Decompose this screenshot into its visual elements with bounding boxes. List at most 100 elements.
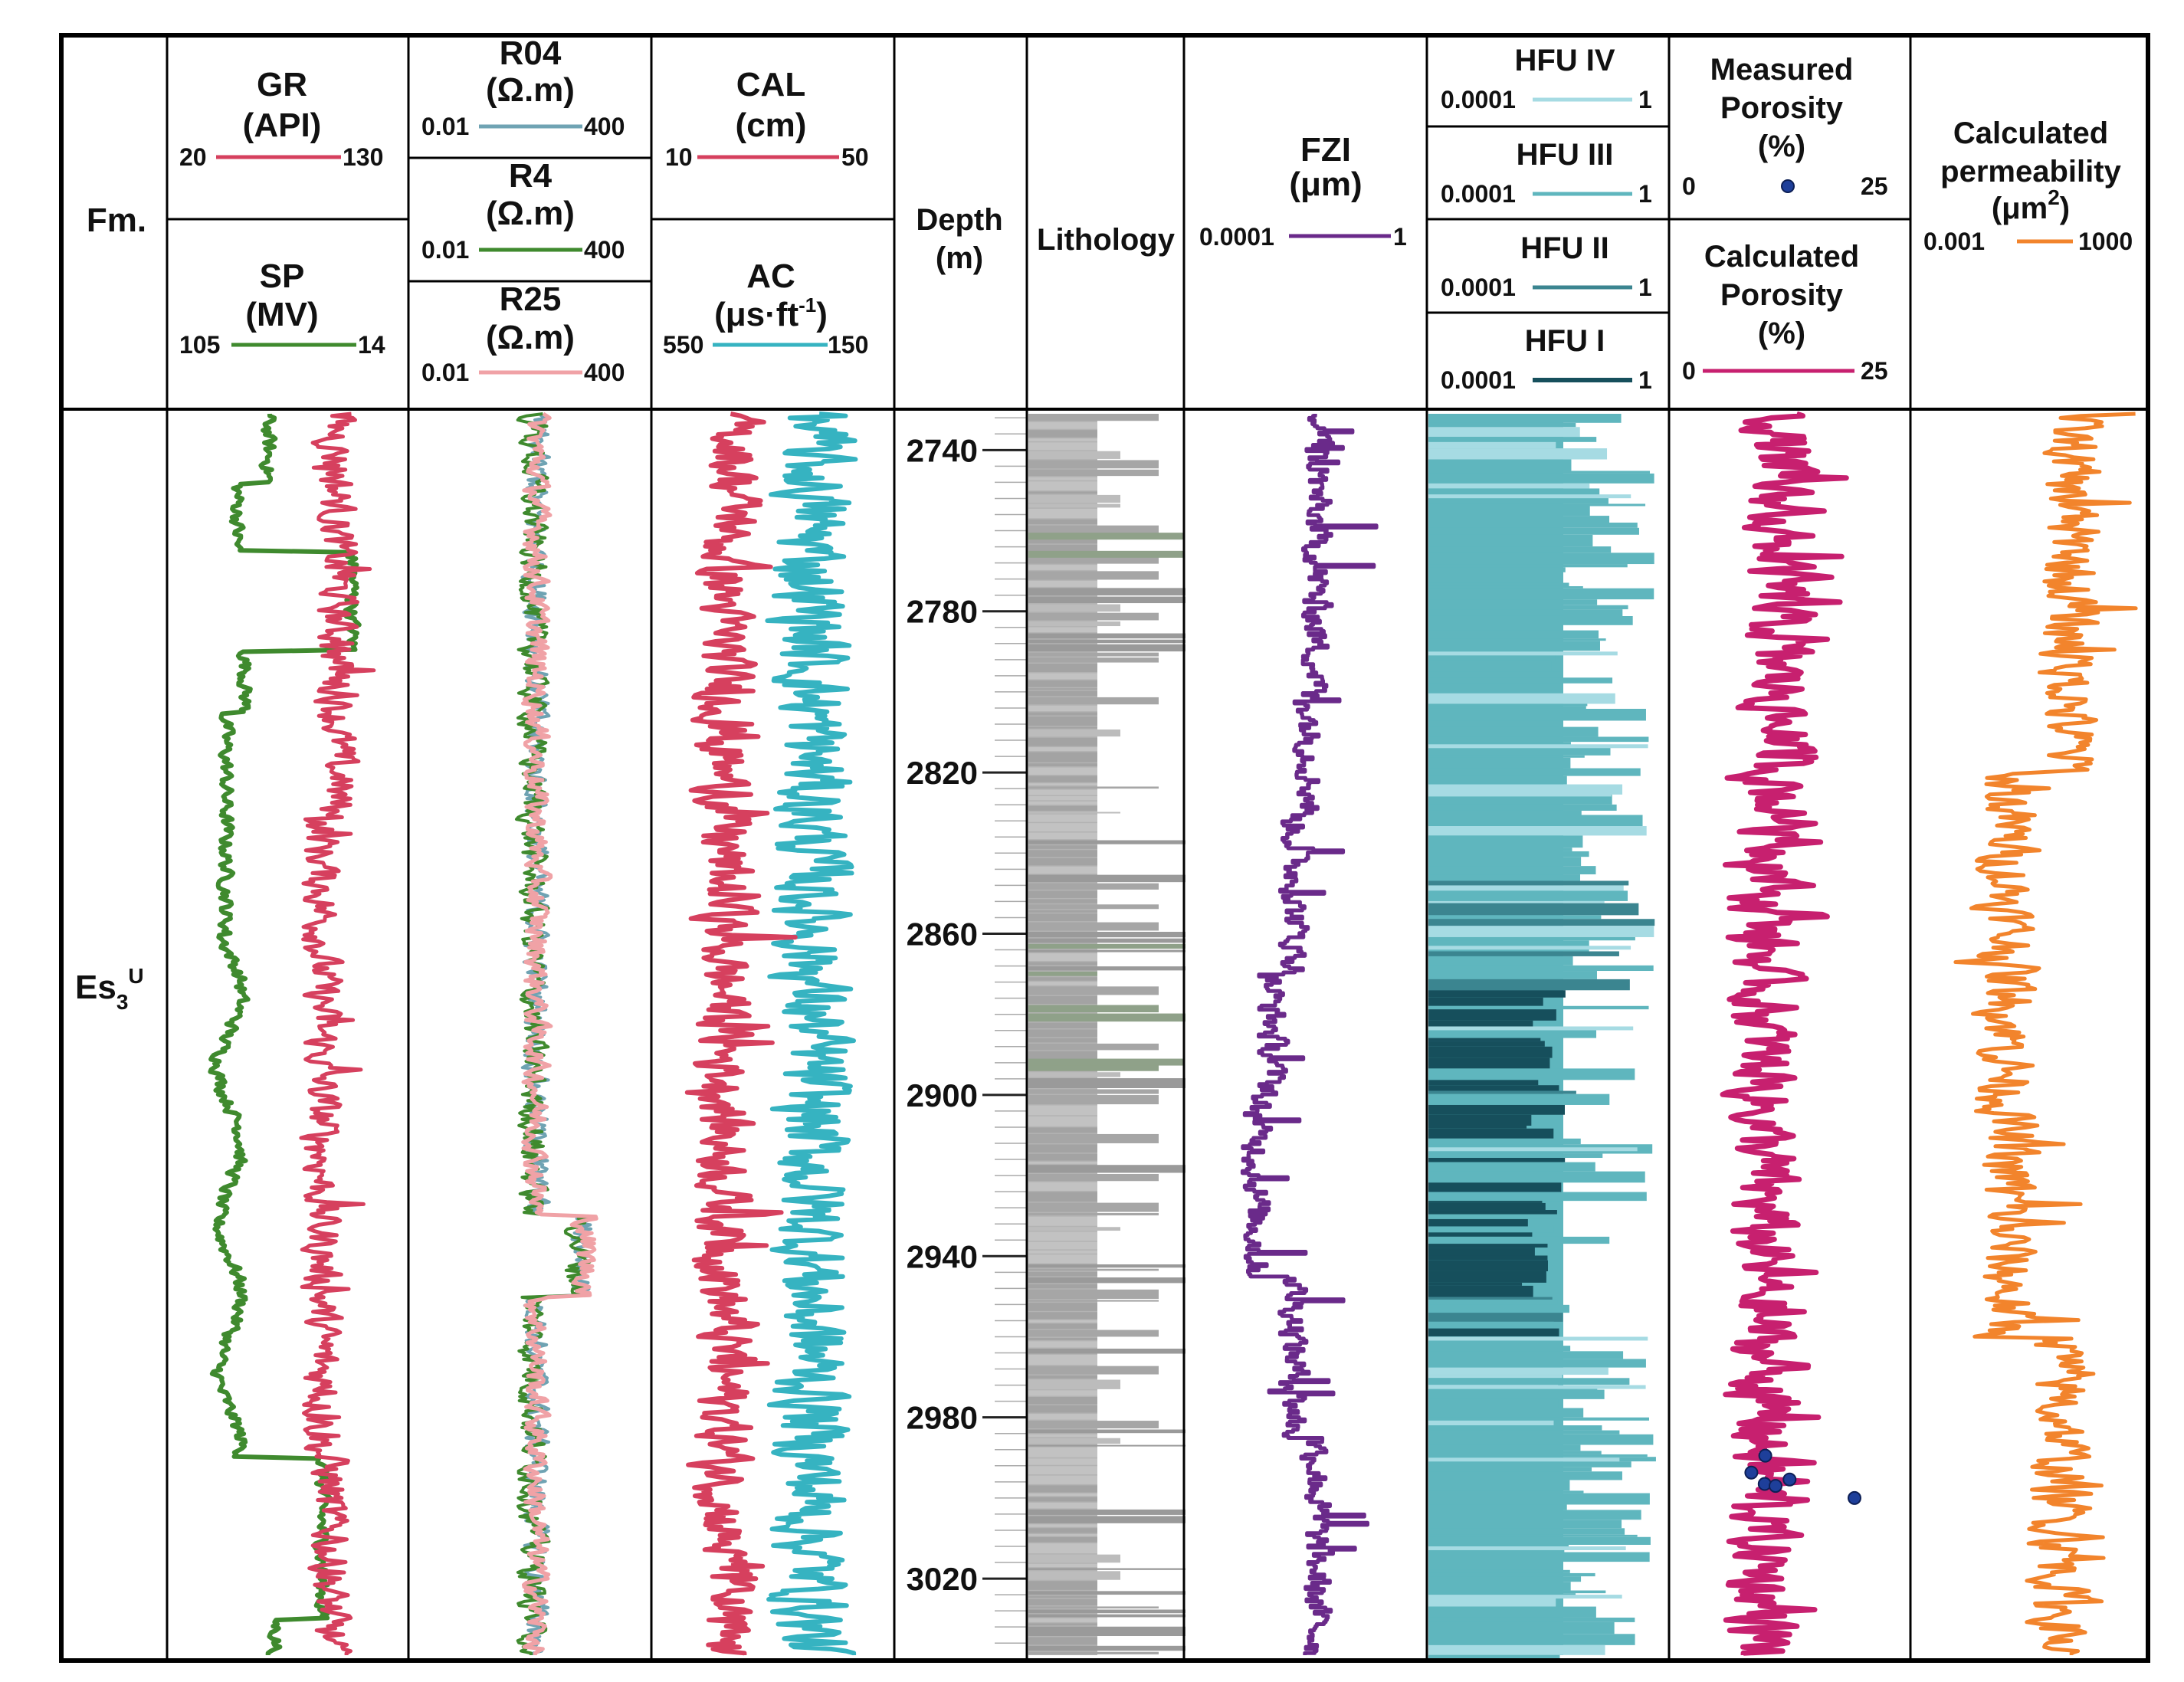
hfu-bed (1428, 1593, 1576, 1596)
hfu-bed (1428, 736, 1649, 743)
hfu-bed (1428, 815, 1643, 826)
lithology-bed (1028, 494, 1120, 503)
hfu-iv-streak (1428, 1147, 1638, 1152)
lithology-bed (1028, 1568, 1185, 1570)
lithology-bed (1028, 1231, 1097, 1241)
lithology-bed-green (1028, 1058, 1184, 1066)
lithology-bed (1028, 430, 1097, 438)
lithology-bed (1028, 1397, 1097, 1405)
depth-tick-label: 2740 (907, 432, 978, 468)
lithology-bed (1028, 1271, 1097, 1277)
hfu-iv-streak (1428, 946, 1631, 950)
lithology-bed (1028, 1581, 1097, 1590)
lithology-bed (1028, 612, 1159, 621)
hfu-bed (1428, 534, 1593, 547)
depth-tick-label: 2820 (907, 755, 978, 791)
lithology-bed (1028, 1029, 1097, 1038)
hfu-bed (1428, 866, 1596, 875)
hfu-bed (1428, 506, 1590, 516)
lithology-bed (1028, 1078, 1185, 1088)
lithology-bed (1028, 1609, 1185, 1614)
hfu3-min: 0.0001 (1441, 180, 1516, 208)
hfu-bed (1428, 1226, 1554, 1233)
sp-unit: (MV) (245, 296, 318, 333)
lithology-bed (1028, 823, 1097, 831)
hfu-bed (1428, 857, 1582, 867)
lithology-bed (1028, 953, 1097, 961)
hfu-bed (1428, 1454, 1648, 1457)
r4-min: 0.01 (421, 236, 469, 264)
lithology-bed (1028, 850, 1097, 857)
lithology-bed (1028, 883, 1159, 890)
lithology-bed (1028, 1447, 1097, 1457)
lithology-bed (1028, 1645, 1185, 1651)
hfu-bed (1428, 784, 1623, 795)
hfu-bed (1428, 422, 1576, 428)
r04-min: 0.01 (421, 113, 469, 140)
lithology-bed (1028, 1543, 1097, 1554)
lithology-bed (1028, 421, 1097, 429)
lithology-bed (1028, 1637, 1097, 1645)
lithology-bed (1028, 1182, 1097, 1191)
hfu-bed (1428, 572, 1559, 583)
lithology-bed (1028, 1563, 1097, 1567)
hfu-bed (1428, 1201, 1543, 1203)
lithology-bed (1028, 477, 1097, 480)
hfu-bed (1428, 1367, 1608, 1375)
lithology-bed (1028, 688, 1097, 690)
lithology-bed (1028, 995, 1097, 1005)
lithology-bed (1028, 811, 1120, 814)
lithology-bed (1028, 621, 1120, 627)
hfu-bed (1428, 880, 1629, 886)
frame (59, 33, 2150, 1663)
cal-min: 10 (665, 143, 693, 171)
lithology-bed (1028, 1133, 1159, 1143)
r04-title: R04 (500, 34, 562, 72)
hfu-bed (1428, 1104, 1565, 1115)
lithology-bed (1028, 652, 1159, 657)
measured-porosity-point (1758, 1448, 1772, 1463)
lithology-bed (1028, 644, 1185, 652)
hfu-iv-streak (1428, 1385, 1646, 1389)
hfu-bed (1428, 552, 1654, 565)
hfu1-min: 0.0001 (1441, 366, 1516, 394)
lithology-bed-green (1028, 550, 1184, 558)
lithology-bed (1028, 840, 1185, 844)
lithology-bed (1028, 763, 1097, 767)
cal-max: 50 (841, 143, 869, 171)
hfu-bed (1428, 1420, 1554, 1426)
hfu2-min: 0.0001 (1441, 274, 1516, 301)
gr-curve (299, 411, 376, 1655)
lithology-bed (1028, 627, 1097, 633)
hfu-bed (1428, 441, 1556, 449)
lithology-bed (1028, 508, 1097, 519)
hfu-bed (1428, 1080, 1539, 1086)
hfu-bed (1428, 588, 1654, 600)
hfu-bed (1428, 660, 1552, 672)
gr-title: GR (257, 66, 307, 103)
lithology-bed (1028, 1162, 1097, 1164)
lithology-bed (1028, 451, 1120, 459)
lithology-bed (1028, 1421, 1159, 1429)
log-curves (208, 411, 2138, 1656)
r25-unit: (Ω.m) (486, 319, 575, 356)
hfu-bed (1428, 630, 1599, 639)
hfu-bed (1428, 1128, 1554, 1139)
hfu-bed (1428, 1606, 1596, 1618)
lithology-bed (1028, 1268, 1159, 1271)
lithology-bed (1028, 1571, 1120, 1580)
lithology-bed (1028, 680, 1097, 687)
hfu-bed (1428, 703, 1588, 707)
hfu-bed (1428, 567, 1566, 572)
sp-title: SP (260, 257, 305, 295)
hfu-bed (1428, 956, 1573, 966)
hfu4-min: 0.0001 (1441, 86, 1516, 113)
hfu-bed (1428, 448, 1608, 460)
hfu-bed (1428, 936, 1635, 941)
lithology-bed (1028, 1366, 1159, 1375)
sp-min: 105 (179, 331, 220, 359)
lithology-bed (1028, 1213, 1159, 1216)
hfu-bed (1428, 708, 1646, 721)
lithology-bed (1028, 565, 1097, 570)
hfu-bed (1428, 1085, 1559, 1091)
